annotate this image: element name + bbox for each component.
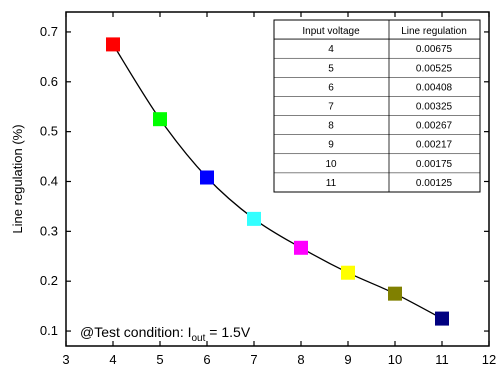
data-point-marker bbox=[153, 112, 167, 127]
table-cell-line-regulation: 0.00675 bbox=[416, 44, 453, 55]
table-cell-input-voltage: 11 bbox=[326, 178, 337, 189]
table-cell-line-regulation: 0.00267 bbox=[416, 121, 453, 132]
data-point-marker bbox=[294, 240, 308, 255]
y-tick-label: 0.2 bbox=[40, 273, 58, 288]
x-tick-label: 4 bbox=[109, 352, 116, 367]
y-axis-ticks: 0.1 0.2 0.3 0.4 0.5 0.6 0.7 bbox=[40, 24, 489, 338]
table-rows: 4 0.00675 5 0.00525 6 0.00408 7 0.00325 8 0.00267… bbox=[325, 44, 452, 189]
series-markers bbox=[106, 37, 449, 326]
x-tick-label: 9 bbox=[344, 352, 351, 367]
table-cell-input-voltage: 4 bbox=[328, 44, 334, 55]
x-tick-label: 5 bbox=[156, 352, 163, 367]
y-tick-label: 0.6 bbox=[40, 74, 58, 89]
data-point-marker bbox=[341, 265, 355, 280]
data-point-marker bbox=[200, 170, 214, 185]
x-tick-label: 7 bbox=[250, 352, 257, 367]
table-header-line-regulation: Line regulation bbox=[401, 26, 467, 37]
y-tick-label: 0.1 bbox=[40, 323, 58, 338]
table-cell-line-regulation: 0.00325 bbox=[416, 102, 453, 113]
table-cell-line-regulation: 0.00408 bbox=[416, 82, 453, 93]
table-cell-input-voltage: 8 bbox=[328, 121, 334, 132]
x-axis-ticks: 3 4 5 6 7 8 9 10 11 12 bbox=[62, 12, 496, 367]
data-point-marker bbox=[247, 211, 261, 226]
data-table: Input voltage Line regulation 4 0.00675 5 0… bbox=[273, 19, 481, 193]
y-tick-label: 0.7 bbox=[40, 24, 58, 39]
table-header-input-voltage: Input voltage bbox=[302, 26, 360, 37]
table-cell-line-regulation: 0.00125 bbox=[416, 178, 453, 189]
y-tick-label: 0.5 bbox=[40, 124, 58, 139]
test-condition-annotation: @Test condition: Iout = 1.5V bbox=[80, 324, 251, 344]
x-tick-label: 6 bbox=[203, 352, 210, 367]
x-tick-label: 12 bbox=[482, 352, 496, 367]
table-cell-line-regulation: 0.00175 bbox=[416, 159, 453, 170]
data-point-marker bbox=[435, 311, 449, 326]
table-border bbox=[273, 19, 481, 193]
x-tick-label: 10 bbox=[388, 352, 402, 367]
plot-frame bbox=[65, 11, 490, 347]
table-cell-input-voltage: 6 bbox=[328, 82, 334, 93]
table-cell-input-voltage: 9 bbox=[328, 140, 334, 151]
x-tick-label: 11 bbox=[435, 352, 449, 367]
data-point-marker bbox=[106, 37, 120, 52]
x-tick-label: 3 bbox=[62, 352, 69, 367]
table-cell-line-regulation: 0.00217 bbox=[416, 140, 453, 151]
table-cell-input-voltage: 7 bbox=[328, 102, 334, 113]
table-row-dividers bbox=[274, 38, 480, 174]
table-cell-input-voltage: 10 bbox=[325, 159, 337, 170]
y-tick-label: 0.4 bbox=[40, 173, 58, 188]
table-cell-input-voltage: 5 bbox=[328, 63, 334, 74]
y-axis-title: Line regulation (%) bbox=[10, 124, 25, 233]
data-point-marker bbox=[388, 286, 402, 301]
table-cell-line-regulation: 0.00525 bbox=[416, 63, 453, 74]
x-tick-label: 8 bbox=[297, 352, 304, 367]
y-tick-label: 0.3 bbox=[40, 223, 58, 238]
